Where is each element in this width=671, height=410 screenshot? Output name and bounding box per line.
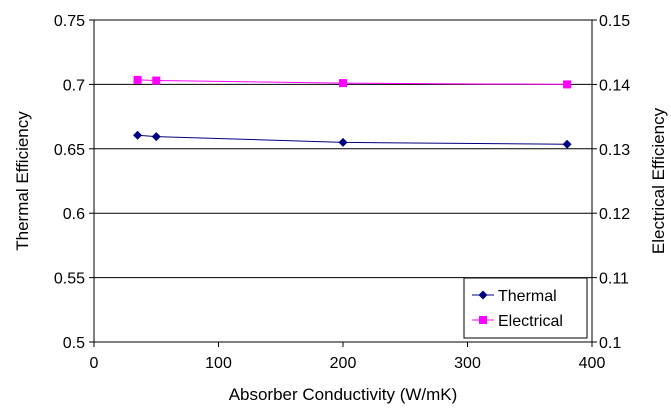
data-point-marker xyxy=(479,316,487,324)
y-right-tick-label: 0.11 xyxy=(599,271,629,288)
series-thermal xyxy=(133,130,572,149)
y-right-tick-label: 0.1 xyxy=(599,335,621,352)
data-point-marker xyxy=(478,290,488,300)
series-line xyxy=(137,134,568,145)
data-point-marker xyxy=(338,137,348,147)
series-layer xyxy=(133,75,572,149)
y-axis-right-title: Electrical Efficiency xyxy=(649,107,668,254)
y-left-tick-label: 0.6 xyxy=(63,206,85,223)
y-right-tick-label: 0.13 xyxy=(599,142,630,159)
axis-ticks: 0.5 0.55 0.6 0.65 0.7 0.75 0.1 0.11 0.12 0.13 0.14… xyxy=(54,13,630,372)
legend-item-electrical: Electrical xyxy=(472,313,563,330)
legend-box xyxy=(463,277,588,339)
x-tick-label: 300 xyxy=(454,355,481,372)
y-left-tick-label: 0.5 xyxy=(63,335,85,352)
y-left-tick-label: 0.55 xyxy=(54,271,85,288)
y-axis-left-title: Thermal Efficiency xyxy=(13,111,32,251)
gridlines xyxy=(94,83,592,279)
data-point-marker xyxy=(563,80,572,89)
data-point-marker xyxy=(133,130,143,140)
data-point-marker xyxy=(562,139,572,149)
y-right-tick-label: 0.14 xyxy=(599,77,630,94)
y-right-tick-label: 0.15 xyxy=(599,13,630,30)
y-left-tick-label: 0.7 xyxy=(63,77,85,94)
legend-item-thermal: Thermal xyxy=(472,288,557,305)
y-right-tick-label: 0.12 xyxy=(599,206,630,223)
x-axis-title: Absorber Conductivity (W/mK) xyxy=(229,385,458,404)
data-point-marker xyxy=(152,76,161,85)
series-line xyxy=(137,79,568,85)
legend-label: Electrical xyxy=(498,313,563,330)
legend: Thermal Electrical xyxy=(463,277,588,339)
data-point-marker xyxy=(339,79,347,88)
x-tick-label: 100 xyxy=(205,355,232,372)
series-electrical xyxy=(133,75,572,89)
x-tick-label: 400 xyxy=(579,355,606,372)
y-left-tick-label: 0.65 xyxy=(54,142,85,159)
data-point-marker xyxy=(133,75,142,84)
legend-label: Thermal xyxy=(498,288,557,305)
y-left-tick-label: 0.75 xyxy=(54,13,85,30)
x-tick-label: 0 xyxy=(90,355,99,372)
x-tick-label: 200 xyxy=(330,355,357,372)
data-point-marker xyxy=(151,132,161,142)
